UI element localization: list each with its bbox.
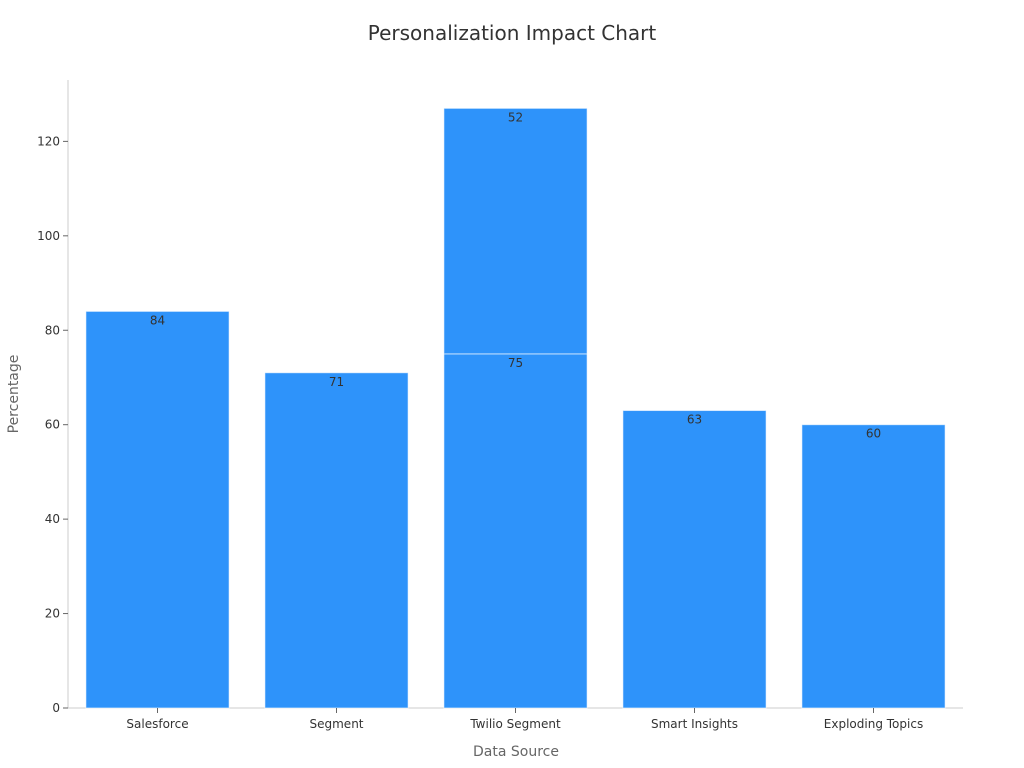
y-tick-label: 120	[37, 134, 60, 148]
data-label: 84	[150, 313, 165, 327]
x-axis-ticks: Salesforce Segment Twilio Segment Smart Ins…	[126, 708, 923, 731]
y-tick-label: 60	[45, 418, 60, 432]
bar-smart-insights-s1	[622, 410, 767, 709]
bar-segment-s1	[264, 372, 409, 709]
x-tick-label: Smart Insights	[651, 717, 738, 731]
x-tick-label: Salesforce	[126, 717, 188, 731]
y-axis-title: Percentage	[6, 355, 22, 434]
x-axis-title: Data Source	[473, 744, 559, 760]
chart-title: Personalization Impact Chart	[368, 21, 657, 45]
data-label: 60	[866, 427, 881, 441]
x-tick-label: Twilio Segment	[469, 717, 561, 731]
bar-twilio-segment-s1	[443, 353, 588, 709]
y-tick-label: 40	[45, 512, 60, 526]
bar-salesforce-s1	[85, 310, 230, 709]
y-tick-label: 80	[45, 323, 60, 337]
y-axis-ticks: 0 20 40 60 80 100 120	[37, 134, 68, 715]
data-label: 75	[508, 356, 523, 370]
y-tick-label: 20	[45, 607, 60, 621]
bars: 84 71 75 52 63 60	[85, 107, 946, 709]
data-label: 52	[508, 110, 523, 124]
y-tick-label: 100	[37, 229, 60, 243]
data-label: 63	[687, 413, 702, 427]
data-label: 71	[329, 375, 344, 389]
y-tick-label: 0	[52, 701, 60, 715]
bar-twilio-segment-s2	[443, 107, 588, 355]
bar-exploding-topics-s1	[801, 424, 946, 709]
x-tick-label: Segment	[310, 717, 364, 731]
x-tick-label: Exploding Topics	[824, 717, 923, 731]
